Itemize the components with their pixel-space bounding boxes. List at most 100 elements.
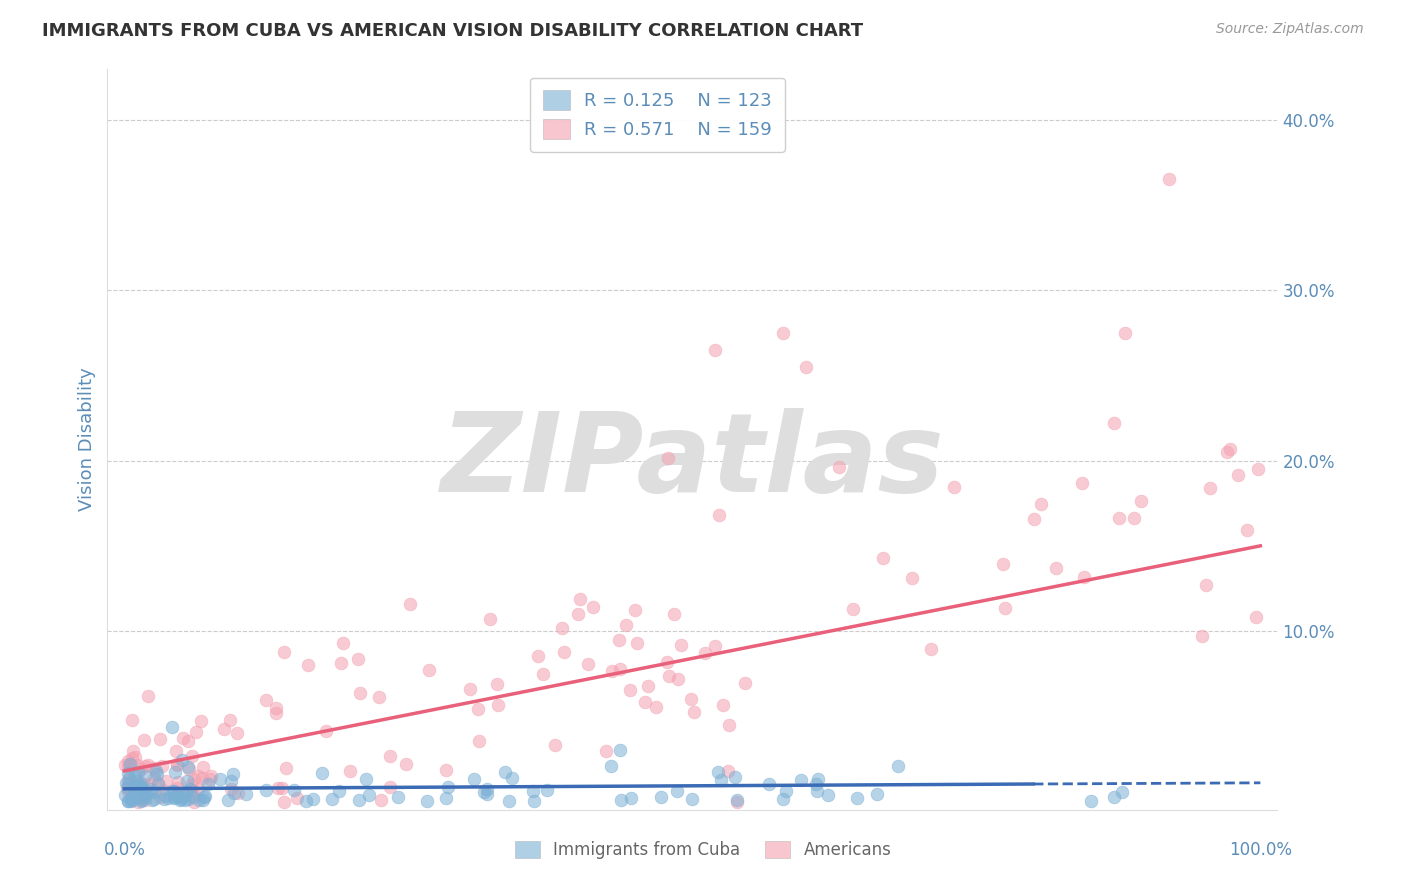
Point — [176, 792, 198, 806]
Point — [416, 794, 439, 808]
Point — [434, 791, 457, 805]
Point — [117, 780, 139, 795]
Point — [117, 777, 139, 791]
Point — [479, 612, 502, 626]
Point — [212, 723, 235, 737]
Point — [129, 786, 152, 800]
Point — [121, 713, 143, 727]
Point — [267, 781, 290, 796]
Point — [131, 780, 153, 795]
Point — [274, 761, 297, 775]
Point — [418, 663, 440, 677]
Point — [536, 783, 558, 797]
Point — [872, 550, 894, 565]
Text: 100.0%: 100.0% — [1229, 840, 1292, 859]
Point — [127, 795, 149, 809]
Point — [134, 789, 156, 803]
Legend: R = 0.125    N = 123, R = 0.571    N = 159: R = 0.125 N = 123, R = 0.571 N = 159 — [530, 78, 785, 152]
Point — [707, 765, 730, 780]
Point — [139, 777, 162, 791]
Point — [817, 788, 839, 802]
Point — [1236, 523, 1258, 537]
Point — [772, 792, 794, 806]
Point — [634, 695, 657, 709]
Point — [129, 762, 152, 776]
Point — [806, 784, 828, 798]
Point — [485, 677, 508, 691]
Point — [179, 762, 201, 776]
Point — [681, 692, 703, 706]
Point — [127, 757, 149, 772]
Point — [1102, 417, 1125, 431]
Point — [1227, 467, 1250, 482]
Point — [174, 792, 197, 806]
Point — [115, 775, 138, 789]
Point — [285, 791, 308, 805]
Point — [434, 764, 457, 778]
Point — [463, 772, 485, 786]
Point — [169, 793, 191, 807]
Point — [624, 603, 647, 617]
Point — [794, 359, 817, 374]
Point — [127, 765, 149, 780]
Point — [124, 780, 146, 794]
Point — [179, 781, 201, 796]
Point — [600, 665, 623, 679]
Point — [128, 779, 150, 793]
Point — [991, 558, 1014, 572]
Point — [582, 599, 605, 614]
Point — [658, 669, 681, 683]
Point — [600, 759, 623, 773]
Point — [193, 760, 215, 774]
Point — [121, 793, 143, 807]
Point — [349, 686, 371, 700]
Text: ZIPatlas: ZIPatlas — [440, 408, 945, 515]
Point — [804, 777, 827, 791]
Point — [142, 771, 165, 785]
Point — [614, 618, 637, 632]
Point — [494, 765, 516, 780]
Point — [163, 790, 186, 805]
Point — [1114, 326, 1136, 340]
Point — [166, 780, 188, 795]
Point — [609, 662, 631, 676]
Point — [146, 775, 169, 789]
Point — [1122, 511, 1144, 525]
Point — [645, 700, 668, 714]
Point — [723, 770, 745, 784]
Point — [607, 632, 630, 647]
Point — [169, 790, 191, 805]
Point — [150, 758, 173, 772]
Point — [619, 682, 641, 697]
Point — [1195, 577, 1218, 591]
Point — [176, 774, 198, 789]
Point — [254, 693, 277, 707]
Point — [117, 771, 139, 785]
Point — [657, 450, 679, 465]
Point — [146, 777, 169, 791]
Point — [394, 756, 416, 771]
Point — [553, 645, 575, 659]
Point — [124, 749, 146, 764]
Point — [117, 783, 139, 797]
Point — [569, 591, 592, 606]
Point — [531, 667, 554, 681]
Point — [117, 760, 139, 774]
Point — [128, 790, 150, 805]
Point — [132, 777, 155, 791]
Point — [486, 698, 509, 712]
Point — [1247, 462, 1270, 476]
Point — [134, 787, 156, 801]
Point — [704, 343, 727, 357]
Point — [174, 785, 197, 799]
Point — [117, 765, 139, 780]
Point — [359, 788, 381, 802]
Point — [576, 657, 599, 672]
Point — [330, 656, 353, 670]
Point — [166, 758, 188, 772]
Point — [1102, 789, 1125, 804]
Point — [209, 772, 232, 787]
Point — [121, 792, 143, 806]
Point — [315, 723, 337, 738]
Point — [134, 733, 156, 747]
